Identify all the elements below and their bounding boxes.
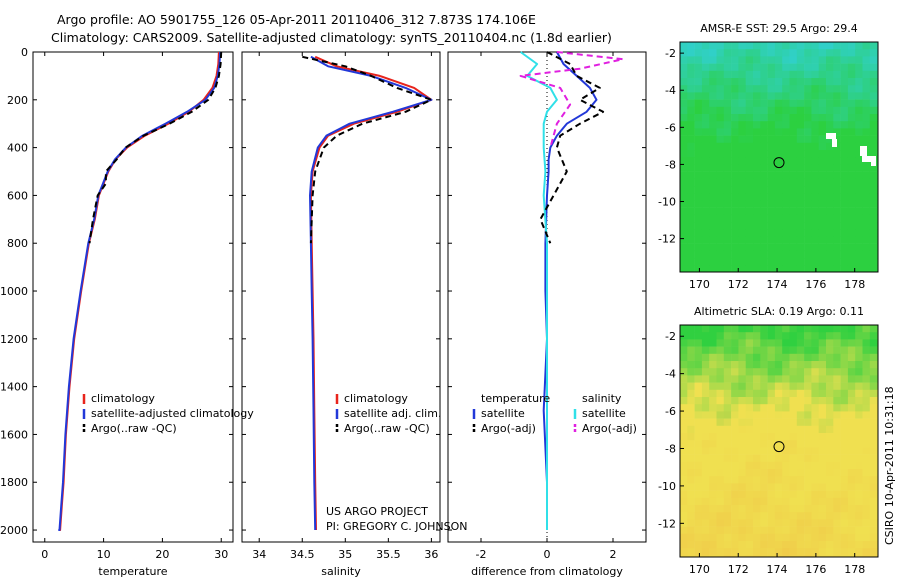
map1-ytick-label-2: -6 xyxy=(665,405,676,418)
legend-sal-argo-label: Argo(-adj) xyxy=(582,422,637,435)
salinity-xlabel: salinity xyxy=(321,565,361,578)
temperature-panel: 0 200 400 600 800 1000 1200 1400 1600 1800 2000 0 10… xyxy=(0,46,254,578)
map0-xtick-label-4: 178 xyxy=(844,278,865,291)
ytick-label-4: 800 xyxy=(7,237,28,250)
map0-xtick-label-2: 174 xyxy=(767,278,788,291)
map-frame-1 xyxy=(679,324,879,558)
salinity-legend-1-label: satellite adj. clim. xyxy=(344,407,441,420)
ytick-label-6: 1200 xyxy=(0,333,28,346)
temperature-legend-0-label: climatology xyxy=(91,392,155,405)
land-patch-1 xyxy=(832,139,837,147)
legend-temp-argo-label: Argo(-adj) xyxy=(481,422,536,435)
difference-panel: -2 0 2 difference from climatology temperatu… xyxy=(447,51,647,578)
argo-marker-0 xyxy=(773,157,785,169)
difference-series-2 xyxy=(539,51,605,244)
map0-ytick-label-4: -10 xyxy=(658,196,676,209)
sla-map-panel: Altimetric SLA: 0.19 Argo: 0.11 170 172 174… xyxy=(658,305,879,576)
salinity-legend-0-label: climatology xyxy=(344,392,408,405)
ytick-label-1: 200 xyxy=(7,94,28,107)
map1-ytick-label-0: -2 xyxy=(665,330,676,343)
ytick-label-3: 600 xyxy=(7,189,28,202)
temperature-series-1 xyxy=(58,51,222,531)
land-patch-4 xyxy=(871,160,876,166)
difference-series-1 xyxy=(520,51,558,530)
land-patch-0 xyxy=(826,133,836,139)
map1-xtick-label-0: 170 xyxy=(689,563,710,576)
temperature-xtick-label-3: 30 xyxy=(214,548,228,561)
map-title-0: AMSR-E SST: 29.5 Argo: 29.4 xyxy=(700,22,858,35)
map1-xtick-label-2: 174 xyxy=(767,563,788,576)
sst-map-panel: AMSR-E SST: 29.5 Argo: 29.4 170 172 174 176 1… xyxy=(658,22,879,291)
argo-marker-1 xyxy=(773,441,785,453)
project-line1: US ARGO PROJECT xyxy=(326,505,428,518)
map0-ytick-label-1: -4 xyxy=(665,84,676,97)
map1-ytick-label-4: -10 xyxy=(658,480,676,493)
temperature-series-2 xyxy=(88,51,223,244)
map1-ytick-label-3: -8 xyxy=(665,442,676,455)
ytick-label-5: 1000 xyxy=(0,285,28,298)
ytick-label-0: 0 xyxy=(21,46,28,59)
ytick-label-10: 2000 xyxy=(0,524,28,537)
salinity-xtick-label-1: 34.5 xyxy=(290,548,315,561)
map0-ytick-label-3: -8 xyxy=(665,158,676,171)
map-field-0 xyxy=(680,42,878,272)
temperature-xtick-label-0: 0 xyxy=(41,548,48,561)
land-patch-3 xyxy=(862,156,876,162)
map1-xtick-label-4: 178 xyxy=(844,563,865,576)
map0-ytick-label-2: -6 xyxy=(665,121,676,134)
map0-ytick-label-0: -2 xyxy=(665,47,676,60)
salinity-xtick-label-2: 35 xyxy=(338,548,352,561)
ytick-label-8: 1600 xyxy=(0,428,28,441)
header-line1: Argo profile: AO 5901755_126 05-Apr-2011… xyxy=(57,12,536,27)
legend-salinity-head: salinity xyxy=(582,392,622,405)
salinity-series-0 xyxy=(309,55,433,531)
legend-temperature-head: temperature xyxy=(481,392,550,405)
map-frame-0 xyxy=(679,41,879,273)
legend-temp-sat-label: satellite xyxy=(481,407,525,420)
map-title-1: Altimetric SLA: 0.19 Argo: 0.11 xyxy=(694,305,864,318)
ytick-label-7: 1400 xyxy=(0,381,28,394)
map1-xtick-label-1: 172 xyxy=(728,563,749,576)
header-line2: Climatology: CARS2009. Satellite-adjuste… xyxy=(51,30,612,45)
temperature-series-0 xyxy=(58,51,220,531)
temperature-xlabel: temperature xyxy=(98,565,167,578)
map0-xtick-label-3: 176 xyxy=(805,278,826,291)
temperature-xtick-label-2: 20 xyxy=(155,548,169,561)
map1-ytick-label-1: -4 xyxy=(665,368,676,381)
temperature-xtick-label-1: 10 xyxy=(97,548,111,561)
salinity-axes-frame xyxy=(241,51,441,543)
salinity-panel: 34 34.5 35 35.5 36 salinity climatology satelli… xyxy=(241,51,441,578)
map1-xtick-label-3: 176 xyxy=(805,563,826,576)
map1-ytick-label-5: -12 xyxy=(658,517,676,530)
temperature-legend-2-label: Argo(..raw -QC) xyxy=(91,422,177,435)
ytick-label-2: 400 xyxy=(7,142,28,155)
salinity-xtick-label-0: 34 xyxy=(252,548,266,561)
map-field-1 xyxy=(680,325,878,557)
difference-xtick-label-1: 0 xyxy=(544,548,551,561)
salinity-xtick-label-3: 35.5 xyxy=(376,548,401,561)
legend-sal-sat-label: satellite xyxy=(582,407,626,420)
difference-xtick-label-2: 2 xyxy=(610,548,617,561)
salinity-legend-2-label: Argo(..raw -QC) xyxy=(344,422,430,435)
difference-series-0 xyxy=(542,51,598,530)
salinity-series-2 xyxy=(302,55,433,244)
ytick-label-9: 1800 xyxy=(0,476,28,489)
salinity-series-1 xyxy=(309,55,433,531)
project-line2: PI: GREGORY C. JOHNSON xyxy=(326,520,467,533)
salinity-xtick-label-4: 36 xyxy=(424,548,438,561)
temperature-axes-frame xyxy=(32,51,234,543)
map0-xtick-label-0: 170 xyxy=(689,278,710,291)
map0-ytick-label-5: -12 xyxy=(658,233,676,246)
csiro-stamp: CSIRO 10-Apr-2011 10:31:18 xyxy=(883,386,896,545)
difference-series-3 xyxy=(519,51,624,148)
temperature-legend-1-label: satellite-adjusted climatology xyxy=(91,407,254,420)
map0-xtick-label-1: 172 xyxy=(728,278,749,291)
land-patch-2 xyxy=(860,146,867,156)
difference-xlabel: difference from climatology xyxy=(471,565,623,578)
difference-xtick-label-0: -2 xyxy=(476,548,487,561)
